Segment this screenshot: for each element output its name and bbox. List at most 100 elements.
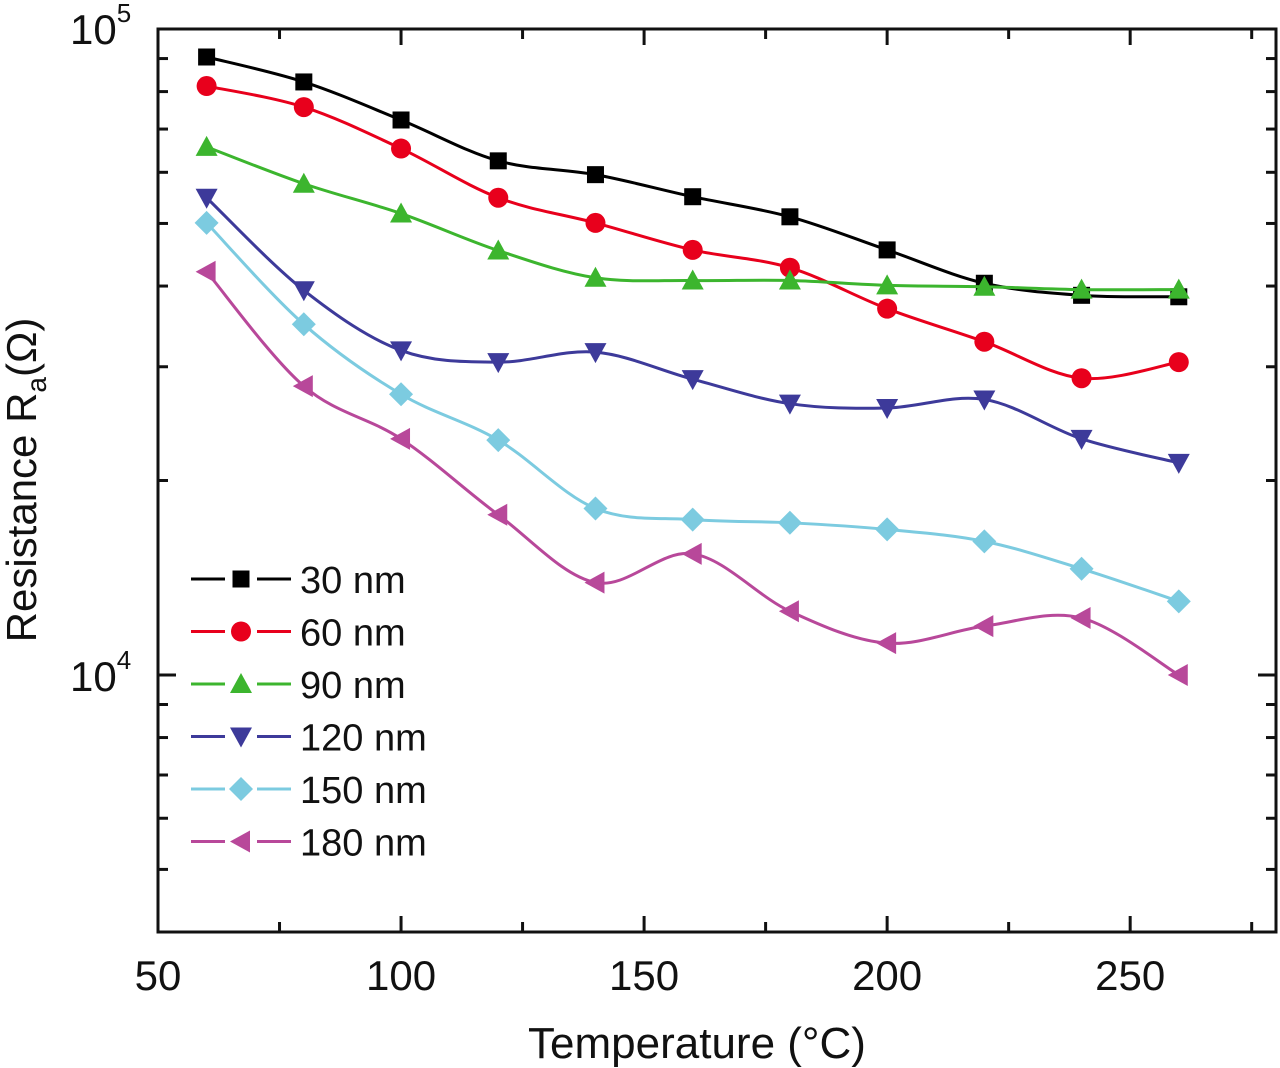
data-point (487, 353, 510, 374)
legend-label: 90 nm (300, 665, 406, 707)
data-point (196, 76, 217, 97)
data-point (584, 343, 607, 364)
data-point (487, 503, 508, 526)
x-axis-label: Temperature (°C) (528, 1019, 866, 1068)
series-line (205, 196, 1180, 465)
series-90nm (195, 135, 1190, 299)
data-point (681, 269, 704, 290)
data-point (778, 269, 801, 290)
data-point (292, 281, 315, 302)
data-point (292, 172, 315, 193)
data-point (1167, 453, 1190, 474)
legend-label: 120 nm (300, 718, 427, 760)
data-point (194, 210, 219, 235)
series-120nm (195, 188, 1190, 474)
data-point (391, 138, 412, 159)
data-point (486, 428, 511, 453)
data-point (1069, 556, 1094, 581)
data-point (195, 260, 216, 283)
legend-label: 180 nm (300, 823, 427, 865)
data-point (584, 266, 607, 287)
data-point (584, 571, 605, 594)
series-180nm (195, 260, 1188, 686)
data-point (1070, 429, 1093, 450)
data-point (682, 239, 703, 260)
data-point (681, 370, 704, 391)
data-point (585, 212, 606, 233)
data-point (684, 188, 702, 206)
data-point (293, 97, 314, 118)
data-point (195, 135, 218, 156)
data-point (392, 111, 410, 129)
data-point (973, 275, 996, 296)
x-tick-label: 50 (135, 952, 182, 999)
legend-marker (229, 777, 253, 801)
legend-marker (230, 830, 250, 853)
y-tick-label-1e5: 105 (70, 0, 131, 53)
series-line (206, 84, 1180, 381)
data-point (1167, 663, 1188, 686)
data-point (779, 257, 800, 278)
x-tick-label: 250 (1095, 952, 1165, 999)
data-point (972, 529, 997, 554)
legend-item: 150 nm (191, 770, 427, 812)
y-axis-label: Resistance Ra(Ω) (0, 318, 52, 643)
data-point (1167, 278, 1190, 299)
data-point (1070, 278, 1093, 299)
legend-label: 30 nm (300, 560, 406, 602)
data-point (389, 382, 414, 407)
data-point (1070, 607, 1091, 630)
data-point (489, 152, 507, 170)
data-point (778, 394, 801, 415)
data-point (292, 375, 313, 398)
data-point (291, 312, 316, 337)
x-tick-label: 200 (852, 952, 922, 999)
data-point (973, 615, 994, 638)
series-line (206, 145, 1179, 292)
data-point (876, 398, 899, 419)
axis-ticks: 50 100 150 200 250 (135, 27, 1276, 999)
legend-item: 30 nm (191, 560, 406, 602)
series-line (205, 221, 1180, 603)
series-30nm (198, 48, 1188, 306)
data-point (877, 298, 898, 319)
legend-marker (230, 727, 252, 748)
data-point (586, 166, 604, 184)
data-point (583, 496, 608, 521)
data-point (488, 187, 509, 208)
data-point (390, 202, 413, 223)
data-point (781, 208, 799, 226)
series-layer (194, 48, 1191, 686)
x-tick-label: 150 (609, 952, 679, 999)
legend-item: 60 nm (191, 613, 406, 655)
data-point (777, 510, 802, 535)
legend-item: 90 nm (191, 665, 406, 707)
x-tick-label: 100 (366, 952, 436, 999)
legend-marker (232, 570, 250, 588)
legend-item: 120 nm (191, 718, 427, 760)
data-point (875, 517, 900, 542)
legend-marker (230, 673, 252, 693)
y-tick-label-1e4: 104 (70, 645, 131, 700)
data-point (1168, 352, 1189, 373)
legend: 30 nm 60 nm 90 nm 120 nm 150 nm 180 nm (191, 560, 427, 865)
data-point (1071, 368, 1092, 389)
series-line (206, 55, 1179, 299)
legend-marker (231, 621, 251, 642)
data-point (295, 73, 313, 91)
legend-label: 60 nm (300, 613, 406, 655)
series-60nm (196, 76, 1189, 389)
series-150nm (194, 210, 1191, 614)
data-point (487, 239, 510, 260)
data-point (876, 632, 897, 655)
data-point (390, 427, 411, 450)
data-point (778, 600, 799, 623)
data-point (878, 241, 896, 259)
data-point (198, 48, 216, 66)
data-point (680, 507, 705, 532)
data-point (1166, 589, 1191, 614)
data-point (974, 331, 995, 352)
data-point (390, 341, 413, 362)
legend-label: 150 nm (300, 770, 427, 812)
